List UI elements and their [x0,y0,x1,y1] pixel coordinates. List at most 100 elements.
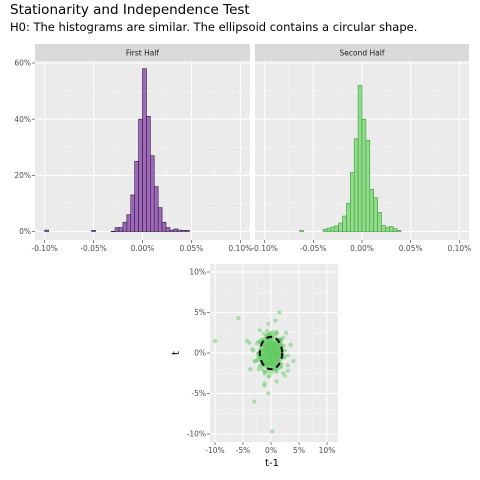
scatter-point [276,346,282,351]
scatter-point [271,341,276,346]
scatter-point [262,369,268,374]
scatter-point [260,348,265,353]
scatter-point [271,348,276,353]
histogram-bar-first [173,228,179,232]
scatter-point [267,355,272,360]
scatter-point [269,359,274,364]
scatter-point [265,354,270,359]
scatter-point [262,343,267,348]
scatter-point [258,345,263,350]
scatter-point [269,346,274,351]
scatter-point [264,343,269,349]
scatter-point [265,355,270,360]
scatter-point [271,351,276,356]
histogram-bar-first [118,227,124,232]
scatter-point [262,343,267,348]
scatter-point [274,330,279,335]
scatter-point [273,330,279,335]
scatter-point [271,343,276,349]
scatter-point [274,347,279,352]
scatter-point [269,347,274,352]
scatter-point [270,344,275,349]
scatter-point [269,352,274,357]
scatter-point [263,343,268,348]
scatter-point [262,351,267,356]
scatter-point [267,362,272,367]
scatter-point [262,353,267,358]
scatter-point [248,367,253,372]
scatter-point [269,352,274,357]
scatter-point [277,310,282,315]
x-tick-label: 0.00% [131,244,155,253]
scatter-point [266,354,271,359]
scatter-point [271,359,276,364]
x-tick-label: 0.05% [179,244,203,253]
scatter-point [262,369,267,374]
histogram-bar-second [396,230,402,232]
scatter-point [268,351,273,356]
scatter-point [271,343,276,348]
scatter-point [273,360,278,365]
histogram-bar-second [350,172,355,232]
scatter-point [275,356,280,361]
scatter-point [276,353,281,358]
scatter-point [266,358,271,363]
histogram-bar-first [122,221,128,232]
scatter-point [274,354,279,359]
scatter-point [272,354,278,359]
histogram-bar-first [157,207,163,232]
scatter-point [262,348,267,353]
scatter-point [265,347,270,352]
scatter-point [274,349,279,355]
scatter-point [271,361,276,366]
scatter-point [266,347,271,353]
scatter-point [266,337,271,343]
scatter-point [275,343,280,348]
scatter-point [268,357,273,362]
bars-second-half [299,85,402,232]
scatter-point [252,399,257,404]
scatter-point [263,349,268,354]
histogram-bar-second [353,138,359,232]
scatter-point [271,359,276,364]
scatter-point [281,335,286,340]
scatter-point [264,353,269,358]
scatter-point [262,358,267,363]
scatter-point [267,348,272,353]
scatter-point [270,354,275,359]
scatter-point [274,369,279,374]
scatter-point [274,345,280,350]
scatter-point [269,342,274,347]
scatter-point [270,348,275,353]
scatter-point [269,355,274,360]
scatter-point [265,346,270,351]
scatter-point [274,352,279,358]
scatter-point [267,352,273,357]
scatter-point [285,353,291,358]
scatter-point [264,348,269,353]
scatter-point [268,349,273,355]
histogram-bar-first [114,227,120,232]
scatter-point [267,361,273,366]
scatter-point [267,351,272,356]
scatter-point [267,337,272,342]
scatter-point [256,357,261,362]
scatter-point [268,343,273,348]
histogram-bar-first [142,68,147,232]
scatter-point [270,353,275,358]
scatter-point [267,341,272,346]
scatter-point [274,355,279,361]
scatter-point [265,346,271,351]
x-tick-label: 0.10% [447,244,471,253]
scatter-point [275,355,281,360]
scatter-point [268,349,273,354]
scatter-point [275,349,281,354]
scatter-point [267,358,272,364]
scatter-point [270,343,275,349]
scatter-point [269,345,275,350]
scatter-point [271,362,277,368]
scatter-point [270,349,275,355]
x-tick-label: -0.10% [251,244,278,253]
scatter-point [285,368,290,373]
